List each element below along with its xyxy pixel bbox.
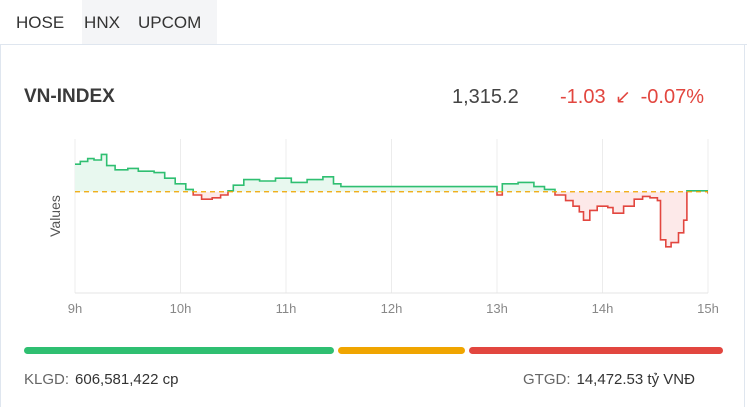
x-tick-label: 12h xyxy=(381,301,403,316)
intraday-chart: 9h 10h 11h 12h 13h 14h 15h Values xyxy=(47,139,719,316)
tab-hnx[interactable]: HNX xyxy=(82,0,122,45)
tab-upcom[interactable]: UPCOM xyxy=(122,0,218,45)
breadth-segment-advancers xyxy=(24,347,334,354)
x-tick-label: 13h xyxy=(486,301,508,316)
breadth-segment-decliners xyxy=(469,347,723,354)
market-breadth-bar xyxy=(24,347,723,355)
x-tick-label: 10h xyxy=(170,301,192,316)
arrow-down-left-icon: ↙ xyxy=(615,87,632,108)
index-change: -1.03 ↙ -0.07% xyxy=(560,86,704,109)
tab-hose[interactable]: HOSE xyxy=(0,0,82,45)
series-line-up xyxy=(75,153,708,192)
x-tick-label: 9h xyxy=(68,301,82,316)
area-fill-up xyxy=(75,154,708,192)
breadth-segment-unchanged xyxy=(337,347,466,354)
index-name: VN-INDEX xyxy=(24,86,115,107)
market-tabs: HOSE HNX UPCOM xyxy=(0,0,253,45)
index-card xyxy=(0,44,745,407)
klgd-stat: KLGD: 606,581,422 cp xyxy=(24,371,178,388)
klgd-label: KLGD: xyxy=(24,371,70,388)
x-tick-label: 15h xyxy=(697,301,719,316)
y-axis-label: Values xyxy=(47,195,63,237)
index-price: 1,315.2 xyxy=(452,86,519,108)
x-tick-label: 14h xyxy=(592,301,614,316)
index-change-percent: -0.07% xyxy=(640,86,705,108)
gtgd-stat: GTGD: 14,472.53 tỷ VNĐ xyxy=(523,371,695,388)
x-tick-label: 11h xyxy=(276,301,297,316)
klgd-value: 606,581,422 cp xyxy=(75,371,179,388)
gtgd-label: GTGD: xyxy=(523,371,571,388)
index-change-value: -1.03 xyxy=(560,86,606,108)
gtgd-value: 14,472.53 tỷ VNĐ xyxy=(576,371,695,388)
series-line-down xyxy=(192,191,708,248)
